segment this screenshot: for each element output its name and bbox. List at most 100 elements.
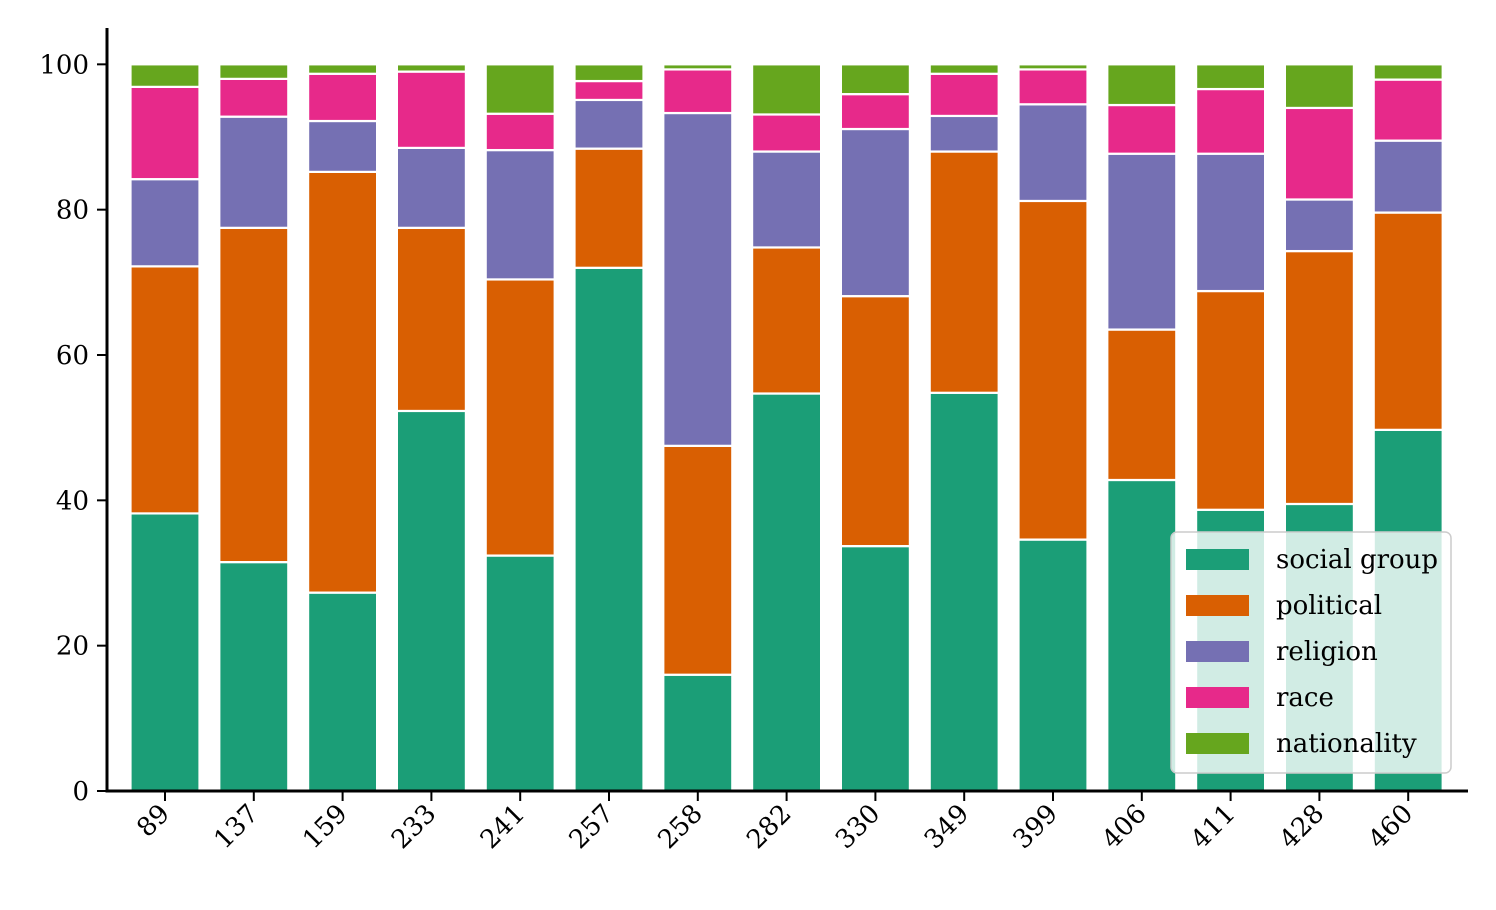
y-tick-label-80: 80 — [56, 196, 89, 226]
bar-political-399 — [1017, 199, 1089, 541]
bar-social-group-137 — [218, 560, 290, 793]
bar-religion-411 — [1194, 152, 1267, 293]
bar-nationality-411 — [1194, 63, 1267, 91]
bar-social-group-282 — [750, 392, 823, 793]
bar-religion-428 — [1283, 198, 1356, 253]
bar-social-group-258 — [662, 673, 734, 793]
bar-political-137 — [218, 226, 290, 564]
bar-political-406 — [1106, 328, 1178, 482]
bar-nationality-89 — [129, 63, 201, 88]
y-tick-label-100: 100 — [39, 50, 89, 80]
bar-race-399 — [1017, 68, 1089, 106]
bar-political-282 — [750, 246, 823, 395]
bar-political-89 — [129, 265, 201, 515]
bar-race-257 — [573, 79, 645, 102]
y-tick-label-0: 0 — [72, 777, 89, 807]
bar-social-group-241 — [484, 554, 556, 793]
bar-religion-460 — [1372, 139, 1444, 214]
bar-political-257 — [573, 147, 645, 269]
bar-race-258 — [662, 68, 734, 115]
bar-nationality-460 — [1372, 63, 1444, 81]
bar-race-349 — [928, 72, 1000, 118]
x-tick-label-258: 258 — [652, 799, 708, 855]
bar-social-group-159 — [307, 591, 379, 793]
legend-box — [1170, 531, 1452, 774]
x-tick-label-137: 137 — [208, 799, 264, 855]
bar-race-411 — [1194, 87, 1267, 155]
bar-social-group-89 — [129, 512, 201, 793]
x-tick-label-399: 399 — [1008, 799, 1064, 855]
bar-political-159 — [307, 170, 379, 594]
x-tick-label-89: 89 — [131, 799, 176, 844]
x-tick-label-257: 257 — [564, 799, 620, 855]
bar-political-349 — [928, 150, 1000, 394]
bar-religion-282 — [750, 150, 823, 249]
bar-political-233 — [395, 226, 467, 413]
bar-nationality-406 — [1106, 63, 1178, 107]
bar-race-330 — [839, 93, 912, 131]
bar-social-group-330 — [839, 545, 912, 793]
bar-nationality-137 — [218, 63, 290, 80]
bar-nationality-428 — [1283, 63, 1356, 110]
legend-swatch-religion — [1186, 641, 1249, 662]
x-tick-label-282: 282 — [741, 799, 797, 855]
x-tick-label-428: 428 — [1274, 799, 1330, 855]
bar-race-137 — [218, 77, 290, 118]
bar-race-428 — [1283, 106, 1356, 201]
bar-race-406 — [1106, 103, 1178, 155]
bar-race-233 — [395, 70, 467, 150]
bars-layer — [129, 63, 1444, 793]
bar-race-89 — [129, 85, 201, 181]
x-tick-label-159: 159 — [297, 799, 353, 855]
legend-swatch-nationality — [1186, 733, 1249, 754]
bar-social-group-349 — [928, 391, 1000, 793]
bar-religion-349 — [928, 114, 1000, 153]
x-tick-label-349: 349 — [919, 799, 975, 855]
bar-social-group-399 — [1017, 538, 1089, 793]
bar-political-258 — [662, 444, 734, 676]
bar-political-241 — [484, 278, 556, 557]
bar-nationality-330 — [839, 63, 912, 96]
bar-nationality-258 — [662, 63, 734, 71]
bar-social-group-257 — [573, 266, 645, 793]
bar-religion-330 — [839, 127, 912, 298]
bar-religion-406 — [1106, 152, 1178, 331]
bar-political-411 — [1194, 289, 1267, 511]
legend-label-religion: religion — [1276, 637, 1378, 667]
legend-swatch-political — [1186, 595, 1249, 616]
bar-nationality-399 — [1017, 63, 1089, 71]
x-tick-label-406: 406 — [1096, 799, 1152, 855]
bar-religion-258 — [662, 111, 734, 447]
y-tick-label-20: 20 — [56, 632, 89, 662]
bar-religion-233 — [395, 146, 467, 229]
bar-race-460 — [1372, 78, 1444, 142]
bar-nationality-159 — [307, 63, 379, 75]
bar-nationality-349 — [928, 63, 1000, 75]
y-tick-label-40: 40 — [56, 486, 89, 516]
bar-religion-257 — [573, 98, 645, 150]
bar-race-159 — [307, 72, 379, 123]
bar-political-428 — [1283, 249, 1356, 506]
bar-nationality-282 — [750, 63, 823, 116]
legend-swatch-social-group — [1186, 549, 1249, 570]
bar-political-460 — [1372, 211, 1444, 431]
x-tick-label-241: 241 — [475, 799, 531, 855]
legend-label-nationality: nationality — [1276, 729, 1417, 759]
x-tick-label-411: 411 — [1185, 799, 1241, 855]
bar-nationality-241 — [484, 63, 556, 115]
y-tick-label-60: 60 — [56, 341, 89, 371]
bar-social-group-233 — [395, 409, 467, 793]
bar-nationality-233 — [395, 63, 467, 73]
legend-label-social-group: social group — [1276, 545, 1438, 575]
bar-race-241 — [484, 112, 556, 152]
legend: social group political religion race nationa… — [1170, 531, 1452, 774]
bar-nationality-257 — [573, 63, 645, 83]
bar-race-282 — [750, 113, 823, 153]
legend-label-political: political — [1276, 591, 1382, 621]
bar-political-330 — [839, 295, 912, 548]
x-tick-label-330: 330 — [830, 799, 886, 855]
legend-label-race: race — [1276, 683, 1334, 713]
bar-religion-89 — [129, 178, 201, 268]
